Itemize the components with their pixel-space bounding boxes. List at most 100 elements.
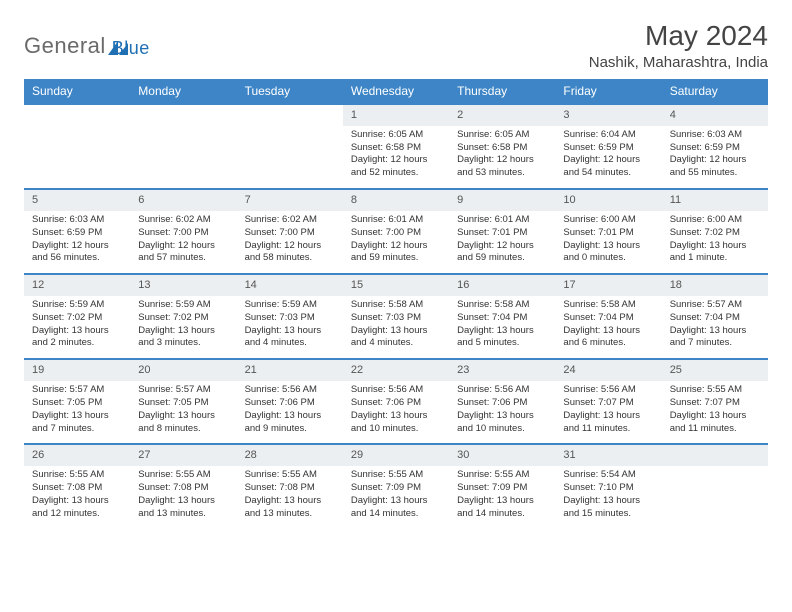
day-cell-num <box>237 104 343 126</box>
day-cell-num: 31 <box>555 444 661 466</box>
daylight-1: Daylight: 13 hours <box>138 495 228 508</box>
daylight-1: Daylight: 12 hours <box>563 154 653 167</box>
day-cell-data <box>237 126 343 189</box>
daylight-2: and 2 minutes. <box>32 337 122 350</box>
sunrise: Sunrise: 5:56 AM <box>457 384 547 397</box>
day-cell-data: Sunrise: 5:56 AMSunset: 7:06 PMDaylight:… <box>343 381 449 444</box>
day-number: 13 <box>130 275 236 296</box>
sunrise: Sunrise: 6:05 AM <box>351 129 441 142</box>
day-cell-data: Sunrise: 5:58 AMSunset: 7:04 PMDaylight:… <box>555 296 661 359</box>
sail-icon <box>108 41 128 55</box>
day-cell-num: 1 <box>343 104 449 126</box>
daylight-2: and 56 minutes. <box>32 252 122 265</box>
day-cell-data: Sunrise: 6:00 AMSunset: 7:02 PMDaylight:… <box>662 211 768 274</box>
day-cell-num: 10 <box>555 189 661 211</box>
sunset: Sunset: 7:02 PM <box>138 312 228 325</box>
day-cell-num: 21 <box>237 359 343 381</box>
day-number: 27 <box>130 445 236 466</box>
sunrise: Sunrise: 5:58 AM <box>457 299 547 312</box>
brand-name-1: General <box>24 33 106 59</box>
day-info: Sunrise: 5:55 AMSunset: 7:09 PMDaylight:… <box>449 466 555 528</box>
daylight-2: and 5 minutes. <box>457 337 547 350</box>
day-info: Sunrise: 6:00 AMSunset: 7:01 PMDaylight:… <box>555 211 661 273</box>
daylight-1: Daylight: 13 hours <box>457 325 547 338</box>
col-tue: Tuesday <box>237 79 343 104</box>
day-info: Sunrise: 5:55 AMSunset: 7:08 PMDaylight:… <box>24 466 130 528</box>
day-cell-num: 15 <box>343 274 449 296</box>
day-cell-data: Sunrise: 5:55 AMSunset: 7:09 PMDaylight:… <box>343 466 449 528</box>
daylight-1: Daylight: 13 hours <box>563 240 653 253</box>
sunset: Sunset: 6:59 PM <box>563 142 653 155</box>
sunrise: Sunrise: 5:55 AM <box>138 469 228 482</box>
sunrise: Sunrise: 5:59 AM <box>32 299 122 312</box>
col-wed: Wednesday <box>343 79 449 104</box>
sunrise: Sunrise: 6:01 AM <box>351 214 441 227</box>
day-cell-num: 6 <box>130 189 236 211</box>
day-number: 31 <box>555 445 661 466</box>
day-info: Sunrise: 5:55 AMSunset: 7:07 PMDaylight:… <box>662 381 768 443</box>
day-cell-data: Sunrise: 5:56 AMSunset: 7:07 PMDaylight:… <box>555 381 661 444</box>
day-cell-data: Sunrise: 6:02 AMSunset: 7:00 PMDaylight:… <box>130 211 236 274</box>
daylight-1: Daylight: 13 hours <box>563 410 653 423</box>
sunset: Sunset: 7:01 PM <box>457 227 547 240</box>
col-fri: Friday <box>555 79 661 104</box>
sunrise: Sunrise: 6:04 AM <box>563 129 653 142</box>
day-cell-num: 3 <box>555 104 661 126</box>
sunrise: Sunrise: 5:54 AM <box>563 469 653 482</box>
daylight-2: and 55 minutes. <box>670 167 760 180</box>
daylight-1: Daylight: 12 hours <box>351 240 441 253</box>
sunset: Sunset: 7:00 PM <box>245 227 335 240</box>
day-info: Sunrise: 5:56 AMSunset: 7:07 PMDaylight:… <box>555 381 661 443</box>
day-info: Sunrise: 5:56 AMSunset: 7:06 PMDaylight:… <box>343 381 449 443</box>
sunset: Sunset: 7:01 PM <box>563 227 653 240</box>
day-info: Sunrise: 6:01 AMSunset: 7:00 PMDaylight:… <box>343 211 449 273</box>
day-cell-num: 28 <box>237 444 343 466</box>
sunset: Sunset: 7:03 PM <box>351 312 441 325</box>
day-number: 2 <box>449 105 555 126</box>
day-cell-num: 25 <box>662 359 768 381</box>
day-cell-data: Sunrise: 5:56 AMSunset: 7:06 PMDaylight:… <box>237 381 343 444</box>
day-cell-data: Sunrise: 6:05 AMSunset: 6:58 PMDaylight:… <box>343 126 449 189</box>
calendar-table: Sunday Monday Tuesday Wednesday Thursday… <box>24 79 768 528</box>
day-number: 20 <box>130 360 236 381</box>
daylight-1: Daylight: 13 hours <box>457 410 547 423</box>
page-title: May 2024 <box>589 20 768 52</box>
sunrise: Sunrise: 5:57 AM <box>670 299 760 312</box>
day-cell-num: 8 <box>343 189 449 211</box>
sunrise: Sunrise: 6:03 AM <box>670 129 760 142</box>
sunrise: Sunrise: 5:59 AM <box>245 299 335 312</box>
day-cell-num: 16 <box>449 274 555 296</box>
day-info: Sunrise: 6:04 AMSunset: 6:59 PMDaylight:… <box>555 126 661 188</box>
day-info: Sunrise: 6:03 AMSunset: 6:59 PMDaylight:… <box>24 211 130 273</box>
week-data-row: Sunrise: 5:59 AM Sunset: 7:02 PM Daylight:… <box>24 296 768 359</box>
day-cell-data: Sunrise: 5:59 AMSunset: 7:02 PMDaylight:… <box>130 296 236 359</box>
day-cell-num: 7 <box>237 189 343 211</box>
daylight-1: Daylight: 12 hours <box>457 154 547 167</box>
sunset: Sunset: 7:08 PM <box>245 482 335 495</box>
day-cell-data: Sunrise: 5:55 AMSunset: 7:08 PMDaylight:… <box>24 466 130 528</box>
daylight-2: and 14 minutes. <box>457 508 547 521</box>
day-cell-num: 12 <box>24 274 130 296</box>
day-cell-data: Sunrise: 5:57 AMSunset: 7:04 PMDaylight:… <box>662 296 768 359</box>
day-number: 17 <box>555 275 661 296</box>
week-daynum-row: 19202122232425 <box>24 359 768 381</box>
sunset: Sunset: 7:04 PM <box>670 312 760 325</box>
sunrise: Sunrise: 6:02 AM <box>245 214 335 227</box>
day-cell-data <box>24 126 130 189</box>
day-cell-num: 4 <box>662 104 768 126</box>
day-info: Sunrise: 6:03 AMSunset: 6:59 PMDaylight:… <box>662 126 768 188</box>
day-info: Sunrise: 5:57 AMSunset: 7:04 PMDaylight:… <box>662 296 768 358</box>
daylight-2: and 10 minutes. <box>351 423 441 436</box>
day-number: 28 <box>237 445 343 466</box>
day-cell-num: 18 <box>662 274 768 296</box>
day-number: 11 <box>662 190 768 211</box>
header-row: Sunday Monday Tuesday Wednesday Thursday… <box>24 79 768 104</box>
daylight-2: and 52 minutes. <box>351 167 441 180</box>
day-info: Sunrise: 5:55 AMSunset: 7:08 PMDaylight:… <box>237 466 343 528</box>
day-cell-data <box>662 466 768 528</box>
daylight-1: Daylight: 13 hours <box>670 325 760 338</box>
daylight-2: and 11 minutes. <box>670 423 760 436</box>
day-number: 23 <box>449 360 555 381</box>
day-cell-data: Sunrise: 6:01 AMSunset: 7:00 PMDaylight:… <box>343 211 449 274</box>
day-cell-num: 5 <box>24 189 130 211</box>
